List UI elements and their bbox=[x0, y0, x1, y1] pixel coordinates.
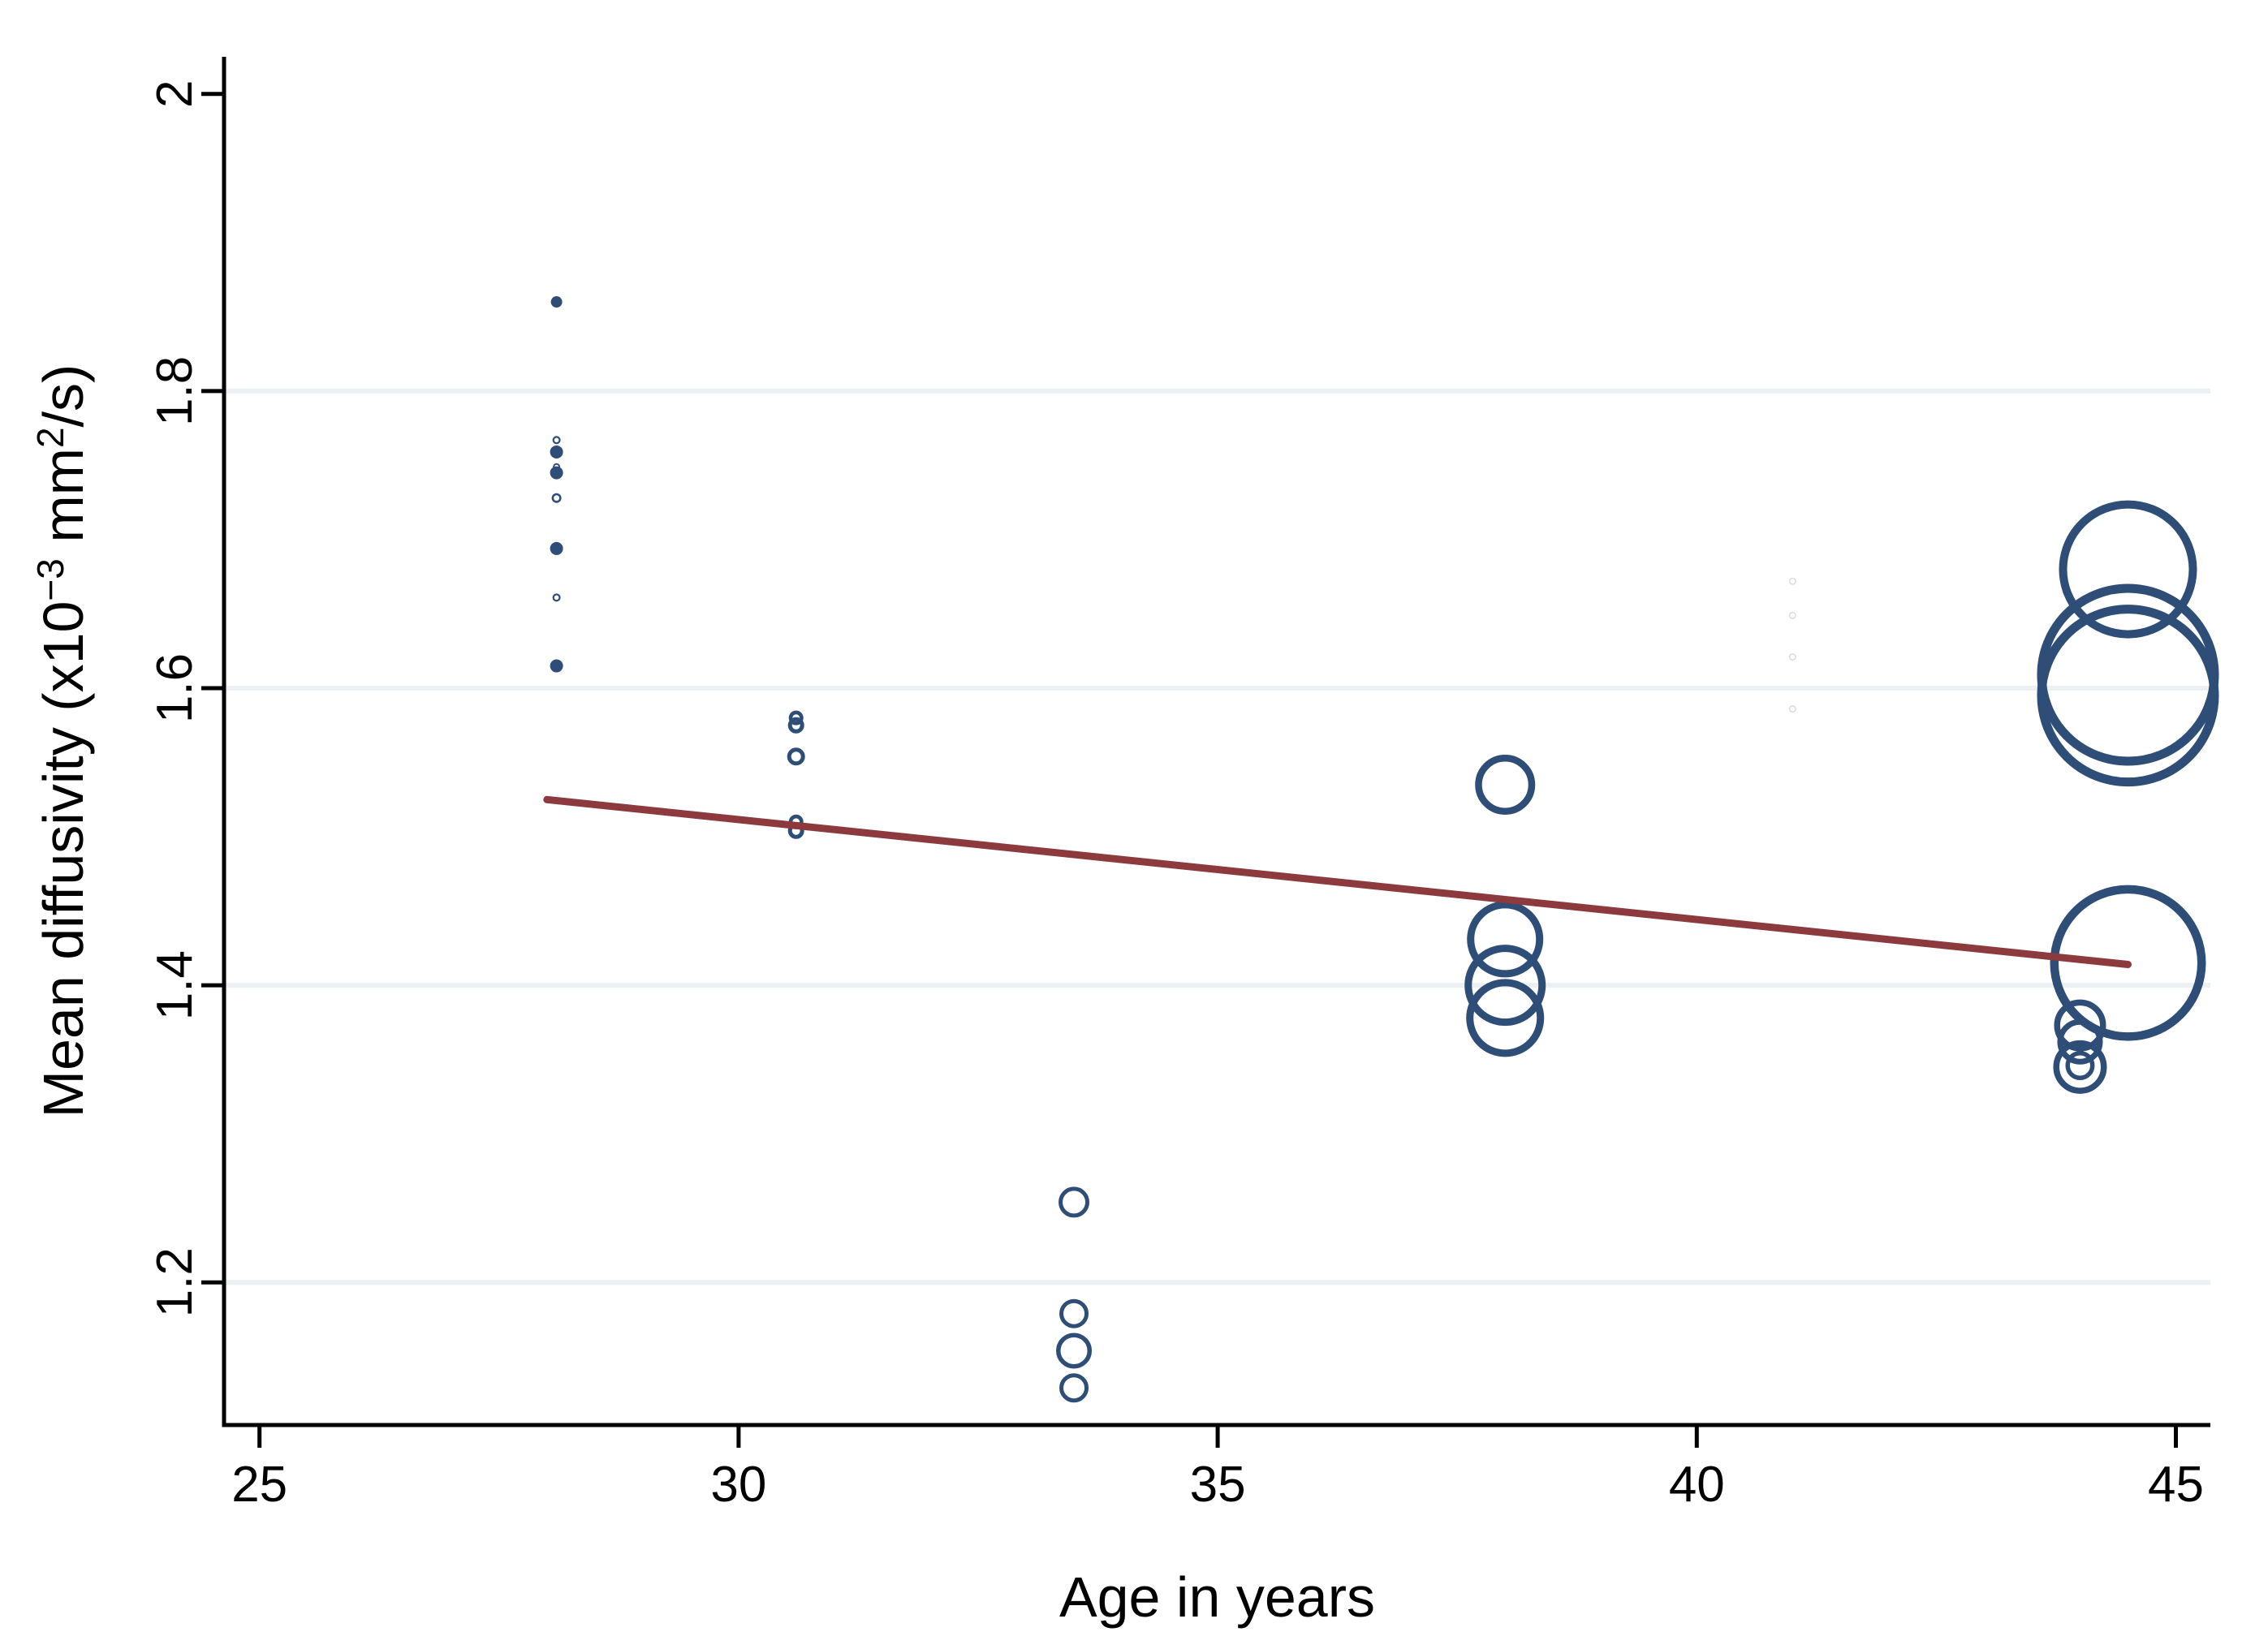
data-point-mean-diffusivity-observations bbox=[1059, 1373, 1089, 1403]
data-point-mean-diffusivity-observations bbox=[1056, 1333, 1093, 1369]
fit-line bbox=[543, 795, 2132, 969]
y-tick-label: 1.2 bbox=[147, 1247, 203, 1317]
x-tick-label: 30 bbox=[710, 1457, 766, 1513]
data-point-mean-diffusivity-observations bbox=[550, 659, 563, 673]
data-point-faint-background-observations bbox=[1788, 577, 1796, 585]
data-point-mean-diffusivity-observations bbox=[550, 445, 563, 459]
data-point-mean-diffusivity-observations bbox=[552, 593, 561, 602]
data-point-mean-diffusivity-observations bbox=[552, 436, 561, 445]
y-axis-title: Mean diffusivity (x10−3 mm2/s) bbox=[29, 364, 95, 1118]
data-point-mean-diffusivity-observations bbox=[2059, 500, 2197, 639]
data-point-mean-diffusivity-observations bbox=[2050, 885, 2206, 1041]
data-point-mean-diffusivity-observations bbox=[787, 717, 804, 734]
x-tick-label: 40 bbox=[1669, 1457, 1725, 1513]
data-point-mean-diffusivity-observations bbox=[788, 710, 804, 725]
data-point-faint-background-observations bbox=[1788, 611, 1796, 619]
data-point-mean-diffusivity-observations bbox=[1466, 979, 1545, 1057]
data-point-mean-diffusivity-observations bbox=[2037, 583, 2219, 766]
data-point-mean-diffusivity-observations bbox=[2037, 605, 2219, 787]
data-point-mean-diffusivity-observations bbox=[2053, 1040, 2107, 1094]
x-tick-label: 35 bbox=[1190, 1457, 1246, 1513]
x-axis-title: Age in years bbox=[1059, 1565, 1375, 1629]
data-point-mean-diffusivity-observations bbox=[551, 493, 562, 503]
data-point-faint-background-observations bbox=[1788, 705, 1796, 713]
x-tick-label: 25 bbox=[231, 1457, 287, 1513]
data-point-mean-diffusivity-observations bbox=[550, 296, 563, 308]
y-tick-label: 1.6 bbox=[147, 653, 203, 723]
data-point-mean-diffusivity-observations bbox=[1059, 1186, 1090, 1218]
data-point-mean-diffusivity-observations bbox=[787, 747, 805, 766]
data-point-mean-diffusivity-observations bbox=[1475, 755, 1536, 816]
data-point-mean-diffusivity-observations bbox=[553, 463, 561, 471]
x-tick-label: 45 bbox=[2148, 1457, 2204, 1513]
data-point-mean-diffusivity-observations bbox=[1467, 901, 1544, 978]
y-tick-label: 1.8 bbox=[147, 356, 203, 426]
data-point-mean-diffusivity-observations bbox=[550, 466, 563, 480]
data-point-mean-diffusivity-observations bbox=[2054, 999, 2106, 1052]
data-point-mean-diffusivity-observations bbox=[1464, 945, 1546, 1027]
data-point-mean-diffusivity-observations bbox=[2065, 1050, 2095, 1080]
y-tick-label: 1.4 bbox=[147, 950, 203, 1020]
data-point-mean-diffusivity-observations bbox=[1059, 1298, 1089, 1328]
data-point-mean-diffusivity-observations bbox=[550, 541, 563, 555]
data-point-mean-diffusivity-observations bbox=[2057, 1018, 2103, 1065]
data-point-faint-background-observations bbox=[1788, 653, 1796, 661]
y-tick-label: 2 bbox=[147, 80, 203, 108]
